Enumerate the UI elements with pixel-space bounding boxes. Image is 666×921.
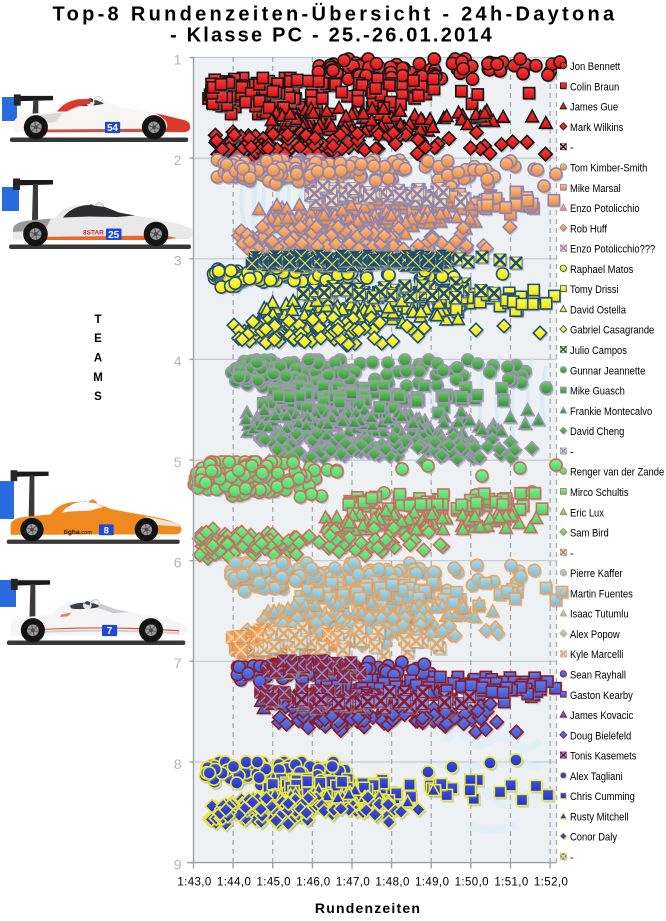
svg-text:Top-8 Rundenzeiten-Übersicht -: Top-8 Rundenzeiten-Übersicht - 24h-Dayto… [53, 3, 618, 26]
svg-text:Raphael Matos: Raphael Matos [570, 264, 634, 276]
svg-text:25: 25 [108, 230, 120, 241]
svg-text:1:45,0: 1:45,0 [257, 877, 291, 889]
svg-text:Renger van der Zande: Renger van der Zande [570, 467, 664, 479]
svg-text:Gabriel Casagrande: Gabriel Casagrande [570, 325, 654, 337]
svg-text:-: - [570, 852, 574, 864]
svg-text:Alex Tagliani: Alex Tagliani [570, 771, 623, 783]
svg-text:Tom Kimber-Smith: Tom Kimber-Smith [570, 163, 647, 175]
svg-text:Julio Campos: Julio Campos [570, 345, 627, 357]
svg-text:1:47,0: 1:47,0 [336, 877, 370, 889]
svg-text:1:44,0: 1:44,0 [217, 877, 251, 889]
svg-text:8STAR: 8STAR [83, 230, 104, 237]
svg-text:Gunnar Jeannette: Gunnar Jeannette [570, 365, 645, 377]
svg-text:-: - [570, 548, 574, 560]
svg-text:9: 9 [174, 856, 182, 872]
svg-text:Pierre Kaffer: Pierre Kaffer [570, 568, 623, 580]
svg-text:E: E [94, 333, 102, 345]
svg-text:1:51,0: 1:51,0 [494, 877, 528, 889]
svg-text:Kyle Marcelli: Kyle Marcelli [570, 649, 623, 661]
svg-text:Mike Guasch: Mike Guasch [570, 386, 625, 398]
svg-text:Tomy Drissi: Tomy Drissi [570, 284, 619, 296]
svg-text:tigha.com: tigha.com [64, 529, 92, 536]
svg-text:Chris Cumming: Chris Cumming [570, 791, 635, 803]
svg-text:7: 7 [107, 626, 113, 637]
svg-text:Martin Fuentes: Martin Fuentes [570, 588, 633, 600]
svg-text:David Cheng: David Cheng [570, 426, 624, 438]
svg-text:2: 2 [174, 152, 182, 168]
svg-text:6: 6 [174, 555, 182, 571]
svg-text:Jon Bennett: Jon Bennett [570, 61, 620, 73]
svg-text:Sean Rayhall: Sean Rayhall [570, 670, 626, 682]
svg-text:54: 54 [107, 123, 118, 134]
svg-text:5: 5 [174, 454, 182, 470]
svg-text:1:48,0: 1:48,0 [375, 877, 409, 889]
svg-text:3: 3 [174, 253, 182, 269]
svg-text:T: T [94, 314, 101, 326]
svg-text:Rundenzeiten: Rundenzeiten [315, 900, 421, 916]
svg-text:1:52,0: 1:52,0 [534, 877, 568, 889]
svg-text:1:50,0: 1:50,0 [455, 877, 489, 889]
svg-text:8: 8 [104, 525, 109, 536]
svg-text:Mike Marsal: Mike Marsal [570, 183, 621, 195]
svg-text:Colin Braun: Colin Braun [570, 81, 619, 93]
svg-text:James Kovacic: James Kovacic [570, 710, 634, 722]
svg-text:1:46,0: 1:46,0 [296, 877, 330, 889]
svg-text:S: S [94, 391, 102, 403]
svg-text:1:43,0: 1:43,0 [177, 877, 211, 889]
svg-text:Enzo Potolicchio: Enzo Potolicchio [570, 203, 640, 215]
svg-text:Mark Wilkins: Mark Wilkins [570, 122, 624, 134]
svg-text:4: 4 [174, 353, 182, 369]
svg-text:Frankie Montecalvo: Frankie Montecalvo [570, 406, 652, 418]
svg-text:-: - [570, 142, 574, 154]
svg-text:Conor Daly: Conor Daly [570, 832, 618, 844]
svg-text:Tonis Kasemets: Tonis Kasemets [570, 751, 637, 763]
svg-text:Rob Huff: Rob Huff [570, 223, 608, 235]
svg-text:Eric Lux: Eric Lux [570, 507, 604, 519]
svg-text:Gaston Kearby: Gaston Kearby [570, 690, 633, 702]
svg-text:Sam Bird: Sam Bird [570, 528, 609, 540]
svg-text:M: M [93, 372, 103, 384]
svg-text:7: 7 [174, 655, 182, 671]
svg-text:- Klasse PC - 25.-26.01.2014: - Klasse PC - 25.-26.01.2014 [170, 25, 494, 47]
svg-text:Mirco Schultis: Mirco Schultis [570, 487, 629, 499]
svg-text:Alex Popow: Alex Popow [570, 629, 620, 641]
svg-text:Rusty Mitchell: Rusty Mitchell [570, 812, 629, 824]
svg-text:Doug Bielefeld: Doug Bielefeld [570, 730, 631, 742]
svg-text:Enzo Potolicchio???: Enzo Potolicchio??? [570, 244, 655, 256]
svg-text:David Ostella: David Ostella [570, 305, 627, 317]
svg-text:A: A [94, 353, 102, 365]
svg-text:8: 8 [174, 756, 182, 772]
svg-text:James Gue: James Gue [570, 102, 618, 114]
svg-text:-: - [570, 446, 574, 458]
svg-text:1: 1 [174, 51, 182, 67]
svg-text:Isaac Tutumlu: Isaac Tutumlu [570, 609, 629, 621]
svg-text:1:49,0: 1:49,0 [415, 877, 449, 889]
